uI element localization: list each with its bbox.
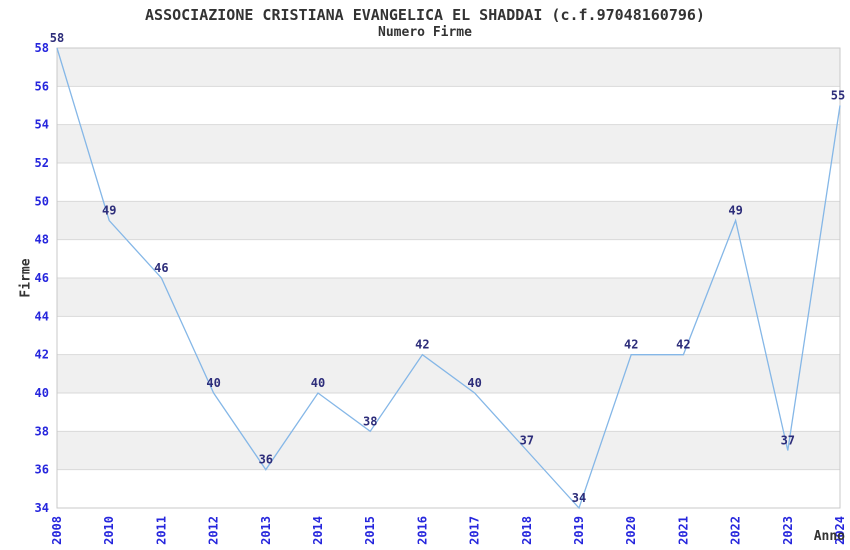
y-tick-label: 46: [35, 271, 49, 285]
data-point-label: 40: [206, 376, 220, 390]
data-point-label: 46: [154, 261, 168, 275]
x-tick-label: 2017: [468, 516, 482, 545]
x-tick-label: 2013: [259, 516, 273, 545]
x-tick-label: 2021: [676, 516, 690, 545]
data-point-label: 34: [572, 491, 586, 505]
x-tick-label: 2016: [415, 516, 429, 545]
x-tick-label: 2018: [520, 516, 534, 545]
y-tick-label: 38: [35, 424, 49, 438]
band-stripe: [57, 278, 840, 317]
y-tick-label: 34: [35, 501, 49, 515]
data-point-label: 37: [781, 434, 795, 448]
y-tick-label: 36: [35, 463, 49, 477]
chart-subtitle: Numero Firme: [378, 25, 472, 40]
x-tick-label: 2015: [363, 516, 377, 545]
y-tick-label: 54: [35, 118, 49, 132]
plot-border: [56, 47, 841, 509]
y-tick-label: 40: [35, 386, 49, 400]
chart-title: ASSOCIAZIONE CRISTIANA EVANGELICA EL SHA…: [145, 6, 705, 24]
x-tick-label: 2008: [50, 516, 64, 545]
x-tick-label: 2022: [729, 516, 743, 545]
x-tick-label: 2014: [311, 516, 325, 545]
y-tick-label: 50: [35, 194, 49, 208]
data-point-label: 40: [467, 376, 481, 390]
data-point-label: 36: [259, 453, 273, 467]
data-point-label: 37: [520, 434, 534, 448]
data-point-label: 42: [676, 338, 690, 352]
plot-gridlines: [57, 85, 840, 471]
band-stripe: [57, 431, 840, 470]
y-axis-label: Firme: [18, 258, 34, 298]
x-tick-label: 2019: [572, 516, 586, 545]
y-tick-label: 44: [35, 309, 49, 323]
data-point-label: 42: [624, 338, 638, 352]
x-axis-label: Anno: [813, 529, 845, 544]
data-point-label: 40: [311, 376, 325, 390]
data-point-labels: 58 49 46 40 36 40 38 42 40 37 34 42 42 49 37 55: [50, 31, 845, 505]
data-point-label: 49: [728, 204, 742, 218]
x-tick-label: 2023: [781, 516, 795, 545]
x-tick-label: 2024: [833, 516, 847, 545]
x-tick-label: 2012: [207, 516, 221, 545]
y-tick-label: 48: [35, 233, 49, 247]
data-point-label: 42: [415, 338, 429, 352]
data-point-label: 49: [102, 204, 116, 218]
x-tick-label: 2011: [154, 516, 168, 545]
band-stripe: [57, 124, 840, 163]
y-tick-label: 58: [35, 41, 49, 55]
data-point-label: 38: [363, 414, 377, 428]
x-tick-label: 2020: [624, 516, 638, 545]
data-point-label: 55: [831, 89, 845, 103]
band-stripe: [57, 48, 840, 87]
y-tick-label: 52: [35, 156, 49, 170]
data-line: [56, 47, 841, 510]
plot-bands: [57, 48, 840, 470]
y-tick-label: 56: [35, 79, 49, 93]
band-stripe: [57, 201, 840, 240]
x-tick-label: 2010: [102, 516, 116, 545]
x-tick-labels: 2008 2010 2011 2012 2013 2014 2015 2016 2017 2018…: [50, 516, 847, 545]
y-tick-label: 42: [35, 348, 49, 362]
data-point-label: 58: [50, 31, 64, 45]
y-tick-labels: 34 36 38 40 42 44 46 48 50 52 54 56 58: [35, 41, 49, 515]
